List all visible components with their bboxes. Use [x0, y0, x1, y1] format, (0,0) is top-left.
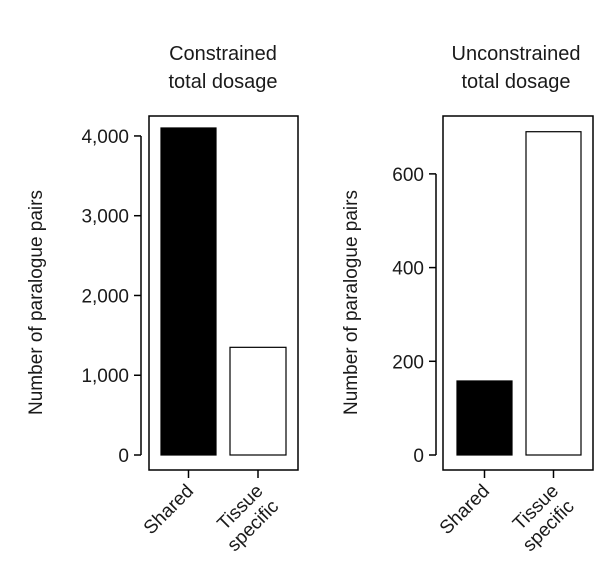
y-axis-label: Number of paralogue pairs [26, 190, 47, 415]
y-tick-label: 0 [413, 446, 424, 467]
x-tick-label-line: Shared [436, 481, 494, 539]
y-tick-label: 600 [392, 165, 424, 186]
chart-title-line: Constrained [169, 43, 277, 65]
bar [160, 127, 217, 456]
x-tick-label-line: Shared [140, 481, 198, 539]
chart-panel: Unconstrained total dosage 0 200 400 600 Numbe… [341, 43, 594, 556]
y-tick-label: 1,000 [81, 366, 129, 387]
y-tick-label: 3,000 [81, 207, 129, 228]
y-tick-label: 4,000 [81, 127, 129, 148]
x-tick-label: Tissuespecific [503, 481, 578, 556]
chart-title-line: total dosage [462, 71, 571, 93]
x-tick-label: Tissuespecific [208, 481, 283, 556]
plot-frame [442, 115, 594, 471]
bar [456, 380, 513, 456]
chart-title-line: total dosage [169, 71, 278, 93]
y-tick-label: 200 [392, 352, 424, 373]
x-tick-label: Shared [140, 481, 198, 539]
y-axis-label: Number of paralogue pairs [341, 190, 362, 415]
x-tick-label: Shared [436, 481, 494, 539]
y-tick-label: 2,000 [81, 286, 129, 307]
chart-panel: Constrained total dosage 0 1,000 2,000 3,000 4… [26, 43, 299, 556]
chart-title-line: Unconstrained [452, 43, 581, 65]
y-tick-label: 0 [118, 446, 129, 467]
plot-frame [148, 115, 299, 471]
y-tick-label: 400 [392, 259, 424, 280]
bar [229, 346, 287, 456]
bar [525, 131, 582, 456]
